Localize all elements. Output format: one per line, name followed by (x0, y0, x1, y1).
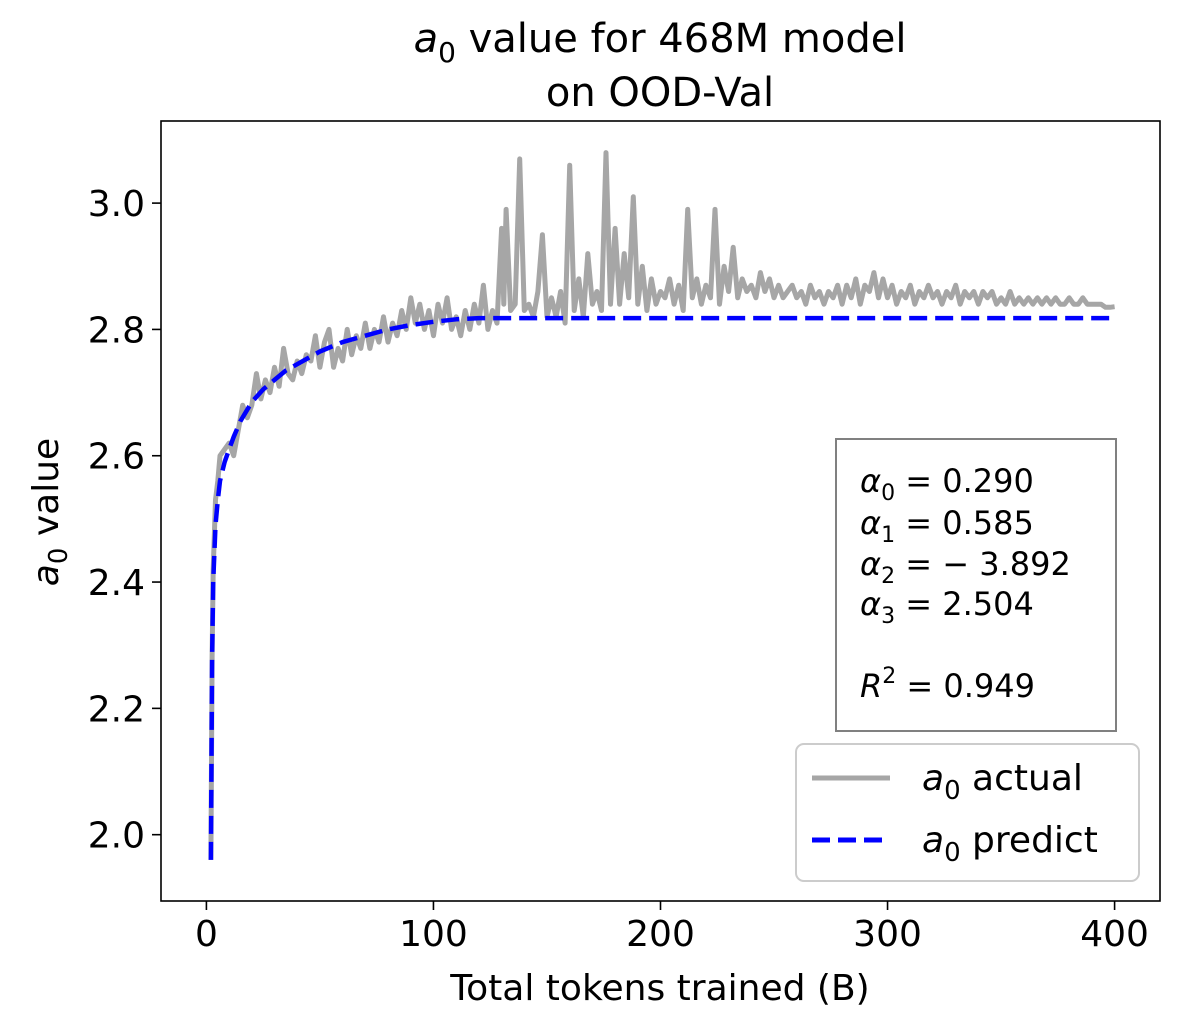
fit-param-alpha2: α2 = − 3.892 (860, 545, 1071, 589)
x-tick-label: 300 (853, 914, 922, 955)
fit-params-box: α0 = 0.290 α1 = 0.585 α2 = − 3.892 α3 = … (835, 438, 1117, 732)
legend-label-actual: a0 actual (922, 758, 1083, 806)
x-tick-label: 0 (195, 914, 218, 955)
legend: a0 actual a0 predict (795, 743, 1140, 882)
series-line-predict (208, 315, 1115, 860)
x-tick-label: 100 (399, 914, 468, 955)
y-tick-label: 2.8 (88, 310, 145, 351)
fit-params-frame (835, 438, 1117, 732)
y-tick-label: 2.0 (88, 816, 145, 857)
fit-param-r2: R2 = 0.949 (860, 664, 1035, 705)
series-group (208, 150, 1115, 860)
y-axis-label: a0 value (26, 438, 74, 586)
y-axis-ticks: 2.0 2.2 2.4 2.6 2.8 3.0 (88, 184, 161, 857)
x-tick-label: 200 (626, 914, 695, 955)
x-axis-label: Total tokens trained (B) (449, 968, 869, 1009)
x-axis-ticks: 0 100 200 300 400 (195, 901, 1149, 955)
y-tick-label: 2.2 (88, 689, 145, 730)
fit-param-alpha3: α3 = 2.504 (860, 585, 1034, 629)
fit-param-alpha1: α1 = 0.585 (860, 504, 1034, 548)
plot-frame (160, 120, 1161, 902)
chart-title-line-1: a0 value for 468M model (414, 16, 907, 69)
y-tick-label: 2.6 (88, 437, 145, 478)
x-tick-label: 400 (1080, 914, 1149, 955)
fit-param-alpha0: α0 = 0.290 (860, 462, 1034, 506)
chart-title-line-2: on OOD-Val (546, 70, 774, 116)
series-line-actual (208, 150, 1115, 860)
y-tick-label: 2.4 (88, 563, 145, 604)
y-tick-label: 3.0 (88, 184, 145, 225)
legend-label-predict: a0 predict (922, 820, 1098, 868)
